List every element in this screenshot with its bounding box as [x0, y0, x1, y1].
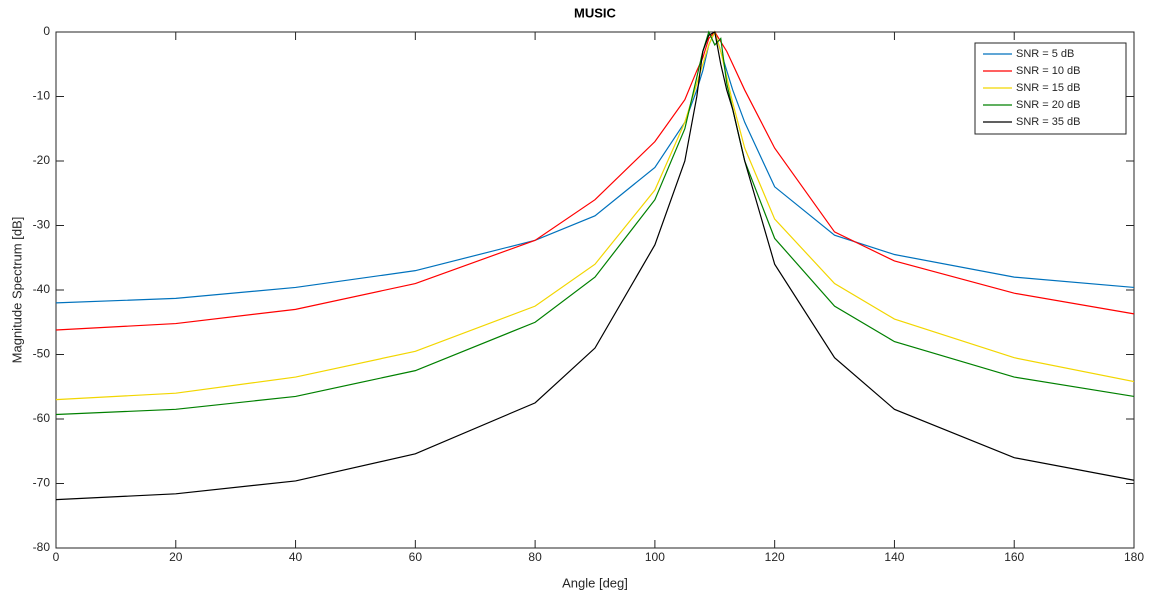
x-tick-label: 160 [1004, 550, 1024, 564]
y-tick-label: -60 [33, 411, 51, 425]
x-tick-label: 120 [765, 550, 785, 564]
x-tick-label: 180 [1124, 550, 1144, 564]
x-tick-label: 80 [528, 550, 542, 564]
legend-label: SNR = 10 dB [1016, 65, 1081, 77]
y-tick-label: -40 [33, 282, 51, 296]
y-axis-label: Magnitude Spectrum [dB] [9, 217, 24, 364]
y-tick-label: -30 [33, 218, 51, 232]
y-tick-label: 0 [43, 24, 50, 38]
plot-area [55, 31, 1135, 549]
y-tick-label: -20 [33, 153, 51, 167]
x-tick-label: 40 [289, 550, 303, 564]
legend-label: SNR = 35 dB [1016, 116, 1081, 128]
series-line [55, 30, 1135, 416]
legend-label: SNR = 5 dB [1016, 48, 1074, 60]
y-tick-label: -10 [33, 89, 51, 103]
y-tick-label: -70 [33, 476, 51, 490]
y-tick-label: -80 [33, 540, 51, 554]
series-line [55, 31, 1135, 331]
legend-label: SNR = 20 dB [1016, 99, 1081, 111]
x-tick-label: 140 [884, 550, 904, 564]
x-tick-label: 60 [409, 550, 423, 564]
series-line [55, 31, 1135, 501]
x-tick-label: 0 [53, 550, 60, 564]
x-tick-label: 20 [169, 550, 183, 564]
x-axis-label: Angle [deg] [562, 575, 628, 590]
series-line [55, 30, 1135, 401]
chart-title: MUSIC [574, 5, 617, 20]
legend-label: SNR = 15 dB [1016, 82, 1081, 94]
x-tick-label: 100 [645, 550, 665, 564]
y-tick-label: -50 [33, 347, 51, 361]
